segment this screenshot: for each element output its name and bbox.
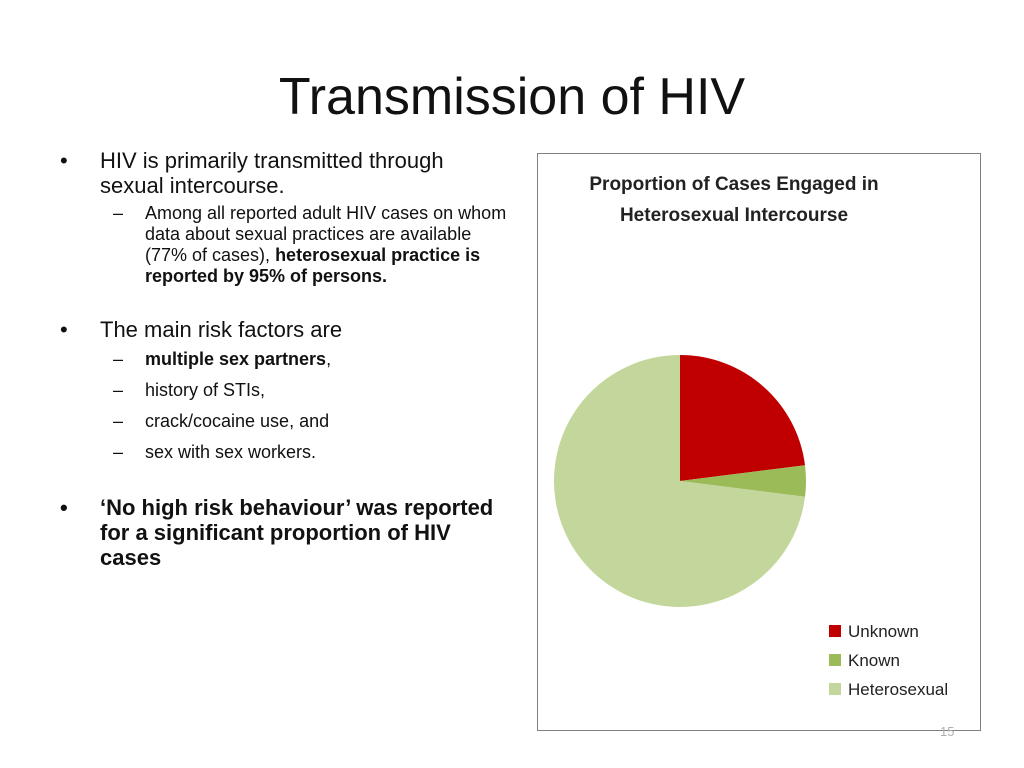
sub-bullet-item: – crack/cocaine use, and xyxy=(58,411,508,432)
sub-bullet-item: – multiple sex partners, xyxy=(58,349,508,370)
bullet-text: The main risk factors are xyxy=(100,317,343,342)
sub-bullet-text: Among all reported adult HIV cases on wh… xyxy=(145,203,507,265)
sub-bullet-bold-text: multiple sex partners xyxy=(145,349,327,369)
legend-label-heterosexual: Heterosexual xyxy=(848,680,948,699)
bullet-dot-icon: • xyxy=(60,495,68,520)
pie-chart: Proportion of Cases Engaged in Heterosex… xyxy=(537,153,981,731)
bullet-text: HIV is primarily transmitted through sex… xyxy=(100,148,444,198)
pie-slices xyxy=(554,355,807,607)
sub-bullet-item: – history of STIs, xyxy=(58,380,508,401)
sub-bullet-text: history of STIs, xyxy=(145,380,266,400)
bullet-item: • The main risk factors are xyxy=(58,317,508,342)
legend-label-known: Known xyxy=(848,651,900,670)
chart-title-line: Heterosexual Intercourse xyxy=(620,205,848,226)
dash-icon: – xyxy=(113,380,124,400)
legend-label-unknown: Unknown xyxy=(848,622,919,641)
sub-bullet-item: – Among all reported adult HIV cases on … xyxy=(58,203,508,287)
pie-chart-svg: Proportion of Cases Engaged in Heterosex… xyxy=(554,174,948,699)
pie-slice-known xyxy=(680,465,807,497)
chart-title-line: Proportion of Cases Engaged in xyxy=(589,174,878,195)
legend-swatch-unknown xyxy=(829,625,841,637)
legend-swatch-heterosexual xyxy=(829,683,841,695)
dash-icon: – xyxy=(113,203,124,223)
legend-swatch-known xyxy=(829,654,841,666)
dash-icon: – xyxy=(113,411,124,431)
sub-bullet-bold-text: heterosexual practice is reported by 95%… xyxy=(145,245,481,286)
dash-icon: – xyxy=(113,349,124,369)
pie-slice-heterosexual xyxy=(554,355,806,607)
bullet-bold-text: ‘No high risk behaviour’ was reported fo… xyxy=(100,495,494,570)
page-number: 15 xyxy=(940,724,955,739)
sub-bullet-text: , xyxy=(326,349,332,369)
sub-bullet-item: – sex with sex workers. xyxy=(58,442,508,463)
sub-bullet-text: crack/cocaine use, and xyxy=(145,411,330,431)
pie-slice-unknown xyxy=(680,355,806,481)
sub-bullet-text: sex with sex workers. xyxy=(145,442,317,462)
bullet-dot-icon: • xyxy=(60,148,68,173)
chart-legend: Unknown Known Heterosexual xyxy=(829,622,948,699)
slide-title: Transmission of HIV xyxy=(278,68,746,126)
bullet-item: • HIV is primarily transmitted through s… xyxy=(58,148,508,198)
bullet-list: • HIV is primarily transmitted through s… xyxy=(58,148,508,570)
bullet-item: • ‘No high risk behaviour’ was reported … xyxy=(58,495,508,570)
bullet-dot-icon: • xyxy=(60,317,68,342)
dash-icon: – xyxy=(113,442,124,462)
